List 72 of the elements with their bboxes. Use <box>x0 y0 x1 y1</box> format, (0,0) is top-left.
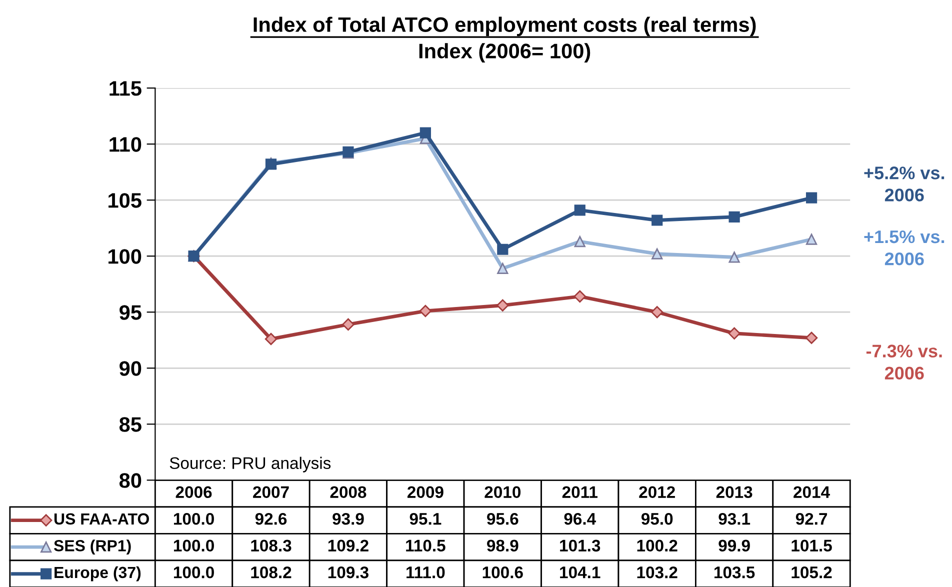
text: +5.2% vs. 2006 <box>864 166 944 202</box>
chart-title: Index of Total ATCO employment costs (real terms) <box>254 16 756 36</box>
data-label: 92.6 <box>255 512 287 525</box>
data-label: 100.0 <box>174 512 214 525</box>
legend-label: Europe (37) <box>54 566 141 582</box>
data-label: 99.9 <box>718 540 750 552</box>
x-tick-label: 2008 <box>330 486 366 498</box>
chart-subtitle: Index (2006= 100) <box>419 43 590 63</box>
x-tick-label: 2006 <box>176 486 212 498</box>
point <box>574 204 586 216</box>
point <box>728 211 740 222</box>
y-tick-label: 95 <box>120 305 142 320</box>
point <box>574 290 586 303</box>
data-label: 100.0 <box>174 566 214 578</box>
point <box>806 234 818 245</box>
data-label: 109.3 <box>328 566 368 578</box>
point <box>496 299 509 312</box>
data-label: 110.5 <box>406 540 446 552</box>
data-label: 96.4 <box>564 512 596 525</box>
data-label: 105.2 <box>792 566 832 578</box>
point <box>574 236 586 248</box>
y-tick-label: 110 <box>110 137 142 152</box>
data-label: 95.6 <box>487 512 518 525</box>
data-label: 93.1 <box>718 512 750 525</box>
y-tick-label: 80 <box>119 473 142 488</box>
x-tick-label: 2013 <box>716 486 752 498</box>
y-tick-label: 105 <box>108 193 142 208</box>
point <box>806 192 818 204</box>
point <box>419 304 432 318</box>
legend-label: US FAA-ATO <box>54 513 149 525</box>
data-label: 95.0 <box>641 512 673 525</box>
text: +1.5% vs. 2006 <box>864 230 944 266</box>
data-label: 103.2 <box>637 566 678 578</box>
legend-label: SES (RP1) <box>54 540 131 555</box>
data-label: 111.0 <box>406 566 445 578</box>
data-label: 98.9 <box>487 540 518 552</box>
point <box>728 327 740 340</box>
data-label: 100.2 <box>637 540 678 552</box>
point <box>805 332 818 344</box>
x-tick-label: 2009 <box>407 486 444 498</box>
point <box>497 262 508 274</box>
point <box>652 248 663 260</box>
data-label: 100.0 <box>174 540 214 552</box>
point <box>650 306 664 318</box>
annotation: Source: PRU analysis <box>170 456 331 472</box>
text: -7.3% vs. 2006 <box>866 344 942 380</box>
data-label: 93.9 <box>332 512 364 525</box>
data-label: 100.6 <box>482 566 523 578</box>
x-tick-label: 2007 <box>253 486 289 498</box>
point <box>652 214 663 226</box>
x-tick-label: 2011 <box>562 486 598 498</box>
point <box>342 318 354 331</box>
data-label: 92.7 <box>796 512 828 525</box>
point <box>728 252 740 263</box>
data-label: 108.3 <box>251 540 292 552</box>
y-tick-label: 90 <box>120 361 142 376</box>
data-label: 101.5 <box>792 540 832 552</box>
data-label: 95.1 <box>410 512 442 525</box>
point <box>264 332 278 346</box>
data-label: 101.3 <box>560 540 600 552</box>
data-label: 104.1 <box>560 566 600 578</box>
data-label: 109.2 <box>328 540 368 552</box>
x-tick-label: 2014 <box>794 486 830 498</box>
data-label: 108.2 <box>251 566 292 578</box>
y-tick-label: 100 <box>108 249 142 264</box>
x-tick-label: 2012 <box>639 486 675 498</box>
data-label: 103.5 <box>714 566 755 578</box>
point <box>420 127 431 138</box>
point <box>497 244 508 255</box>
x-tick-label: 2010 <box>484 486 521 498</box>
y-tick-label: 115 <box>110 81 142 96</box>
y-tick-label: 85 <box>119 417 142 432</box>
